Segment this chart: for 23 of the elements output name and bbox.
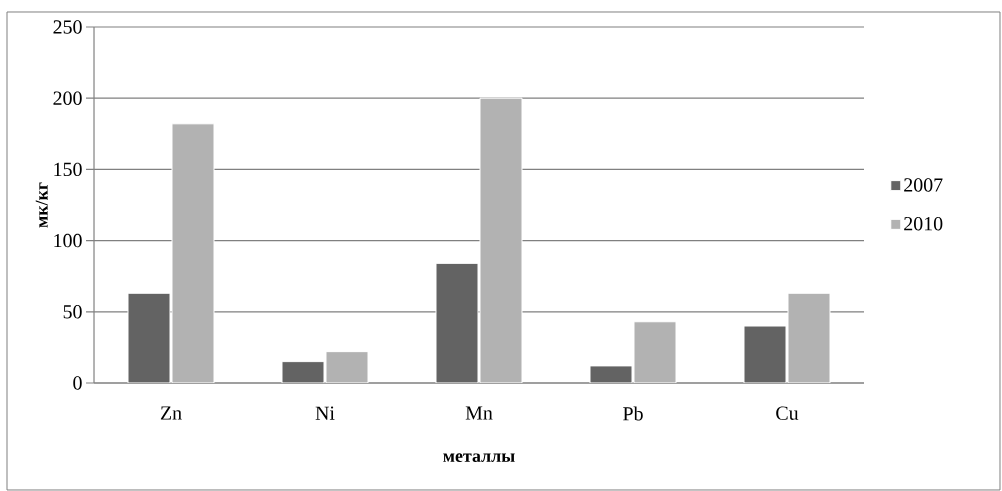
y-tick-label: 200: [53, 91, 82, 105]
bar: [633, 321, 677, 383]
bar: [435, 262, 479, 383]
y-tick-label: 0: [73, 376, 82, 390]
legend-label: 2010: [904, 216, 943, 231]
x-tick-label: Zn: [160, 406, 182, 420]
y-tick-label: 100: [54, 233, 82, 248]
bar: [171, 123, 215, 383]
bar: [787, 292, 831, 383]
y-tick-label: 250: [53, 20, 82, 34]
x-tick-label: Ni: [315, 406, 335, 420]
bar: [127, 292, 171, 383]
legend-label: 2007: [904, 178, 943, 192]
y-axis-title: мк/кг: [35, 182, 48, 228]
x-tick-label: Cu: [776, 406, 799, 420]
bar: [479, 97, 523, 383]
x-tick-label: Pb: [623, 406, 643, 421]
bar: [743, 325, 787, 383]
y-tick-label: 50: [63, 305, 82, 319]
x-axis-title: металлы: [443, 453, 515, 462]
bar: [325, 351, 369, 383]
x-tick-label: Mn: [465, 406, 493, 420]
y-tick-label: 150: [54, 162, 82, 177]
